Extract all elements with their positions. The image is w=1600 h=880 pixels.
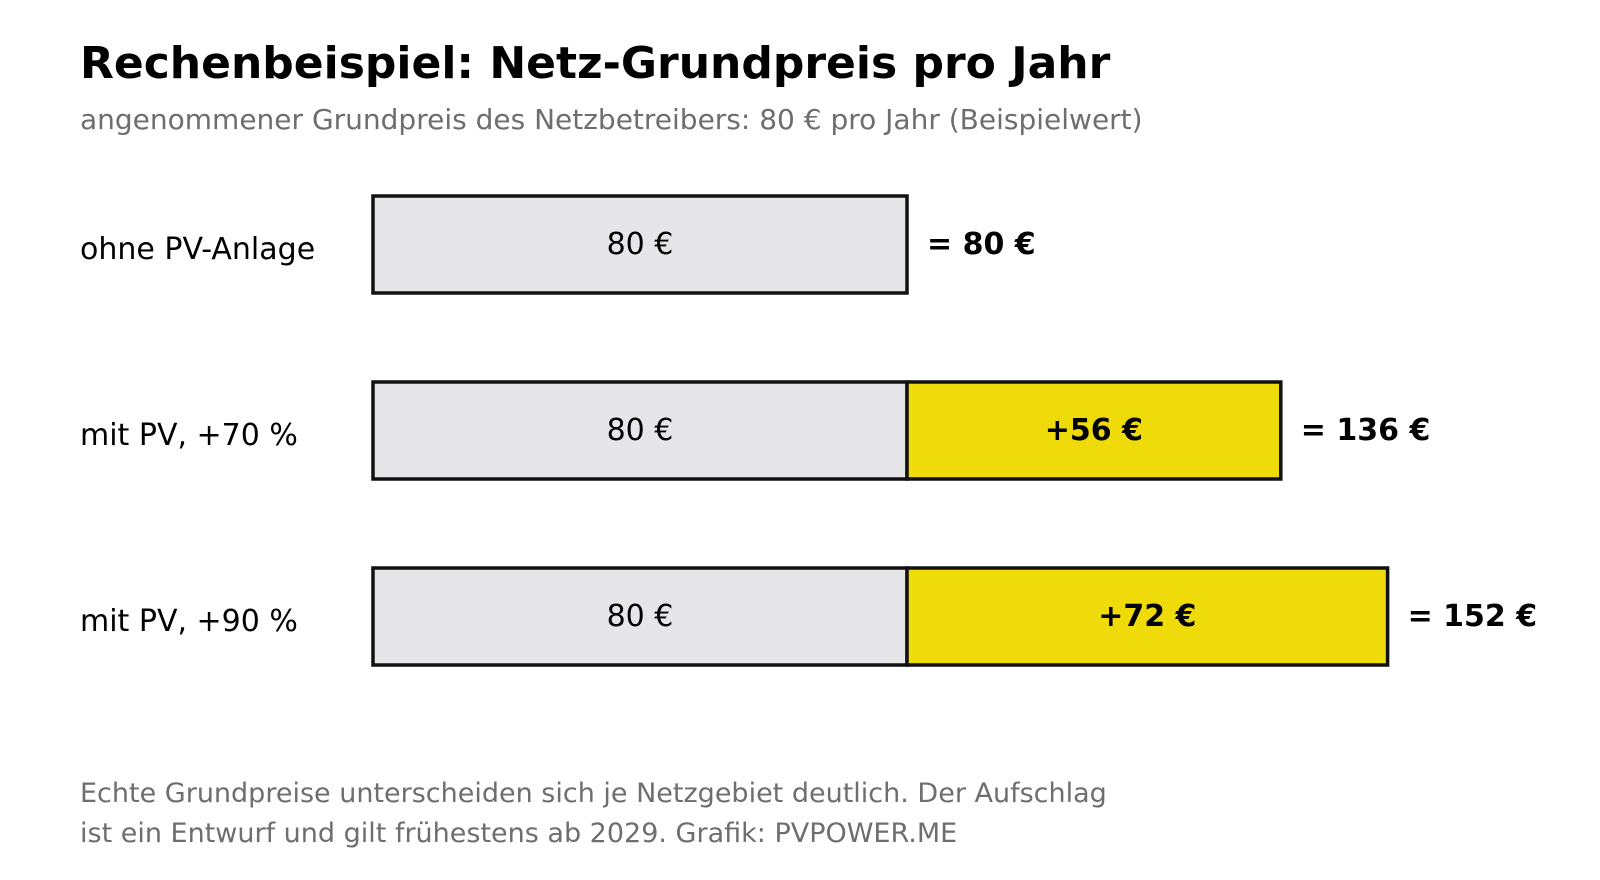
chart-subtitle: angenommener Grundpreis des Netzbetreibe… xyxy=(80,103,1143,136)
total-label: = 80 € xyxy=(927,227,1036,262)
footnote-line-1: Echte Grundpreise unterscheiden sich je … xyxy=(80,778,1107,809)
category-label: mit PV, +70 % xyxy=(80,418,298,453)
footnote: Echte Grundpreise unterscheiden sich je … xyxy=(80,774,1107,854)
chart-title: Rechenbeispiel: Netz-Grundpreis pro Jahr xyxy=(80,38,1111,89)
total-label: = 136 € xyxy=(1301,413,1431,448)
stacked-bar-chart: ohne PV-Anlage 80 € = 80 € mit PV, +70 % 80 … xyxy=(80,194,1538,667)
bar-segment-surcharge xyxy=(905,380,1283,481)
bar-label-surcharge: +72 € xyxy=(1098,599,1196,634)
bar-label-base: 80 € xyxy=(607,227,674,262)
category-label: ohne PV-Anlage xyxy=(80,232,315,267)
bar-label-surcharge: +56 € xyxy=(1045,413,1143,448)
bar-label-base: 80 € xyxy=(607,413,674,448)
bar-segment-base xyxy=(371,194,909,295)
bar-segment-base xyxy=(371,380,909,481)
footnote-line-2: ist ein Entwurf und gilt frühestens ab 2… xyxy=(80,818,958,849)
total-label: = 152 € xyxy=(1408,599,1538,634)
category-label: mit PV, +90 % xyxy=(80,604,298,639)
bar-label-base: 80 € xyxy=(607,599,674,634)
bar-segment-surcharge xyxy=(905,566,1390,667)
